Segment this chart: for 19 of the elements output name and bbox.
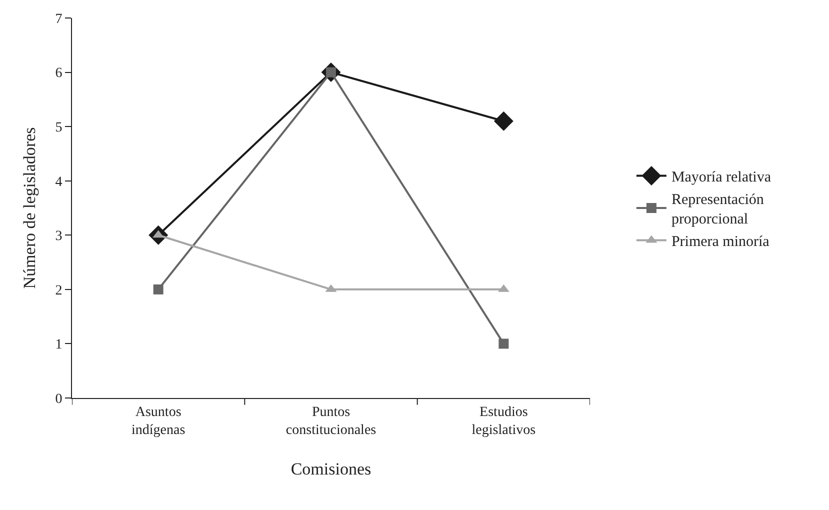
y-tick-label: 5 [55,120,62,136]
point [153,284,164,294]
point [494,111,514,131]
y-tick-label: 7 [55,12,62,27]
y-tick-label: 3 [55,229,62,244]
y-axis-title: Número de legisladores [20,127,39,289]
x-axis-title: Comisiones [290,459,372,478]
y-tick-label: 2 [55,283,62,298]
x-tick-label: Puntos constitucionales [286,404,376,438]
x-tick-label: Asuntos indígenas [132,404,186,438]
legend-label: Mayoría relativa [671,170,772,186]
legend-label: Primera minoría [671,234,770,250]
x-tick-label: Estudios legislativos [472,404,536,438]
y-tick-label: 0 [55,392,62,407]
y-tick-label: 1 [55,338,62,353]
y-tick-label: 6 [55,66,62,82]
point [498,338,509,349]
y-tick-label: 4 [55,174,62,190]
legend-label: Representación proporcional [671,192,764,228]
